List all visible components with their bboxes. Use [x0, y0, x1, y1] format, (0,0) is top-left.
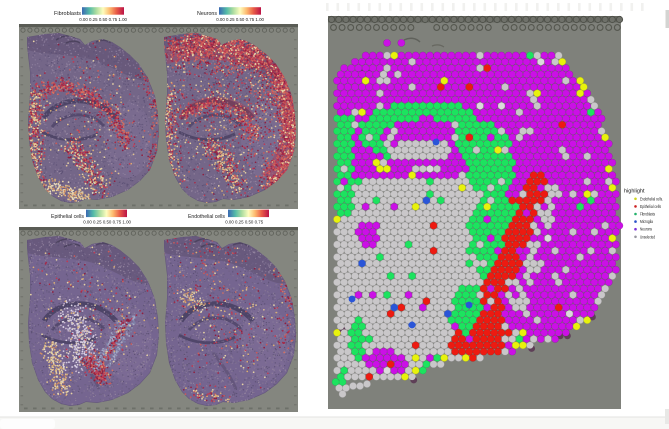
svg-text:1.00: 1.00 [255, 17, 264, 22]
svg-text:Endothelial cells: Endothelial cells [188, 214, 225, 220]
svg-text:Unselected: Unselected [640, 234, 655, 239]
svg-text:0.00: 0.00 [83, 220, 92, 225]
svg-text:1.00: 1.00 [118, 17, 127, 22]
svg-text:Neurons: Neurons [197, 11, 217, 17]
svg-text:0.75: 0.75 [109, 17, 118, 22]
svg-text:Epithelial cells: Epithelial cells [640, 204, 662, 209]
svg-text:0.50: 0.50 [103, 220, 112, 225]
svg-text:Fibroblasts: Fibroblasts [54, 11, 81, 17]
svg-text:Fibroblasts: Fibroblasts [640, 212, 655, 217]
svg-text:Microglia: Microglia [640, 219, 653, 224]
svg-text:0.50: 0.50 [245, 220, 254, 225]
svg-text:0.50: 0.50 [99, 17, 108, 22]
svg-text:Neurons: Neurons [640, 227, 652, 232]
svg-text:0.00: 0.00 [79, 17, 88, 22]
svg-text:0.25: 0.25 [226, 17, 235, 22]
svg-text:0.25: 0.25 [235, 220, 244, 225]
svg-text:0.75: 0.75 [255, 220, 264, 225]
svg-text:0.00: 0.00 [216, 17, 225, 22]
svg-text:Endothelial cells.: Endothelial cells. [640, 196, 663, 201]
svg-text:0.75: 0.75 [113, 220, 122, 225]
svg-text:Epithelial cells: Epithelial cells [51, 214, 84, 220]
svg-text:0.75: 0.75 [246, 17, 255, 22]
svg-text:0.50: 0.50 [236, 17, 245, 22]
svg-text:0.25: 0.25 [93, 220, 102, 225]
svg-text:highlight: highlight [624, 189, 645, 195]
svg-text:0.25: 0.25 [89, 17, 98, 22]
svg-text:0.00: 0.00 [225, 220, 234, 225]
svg-text:1.00: 1.00 [122, 220, 131, 225]
